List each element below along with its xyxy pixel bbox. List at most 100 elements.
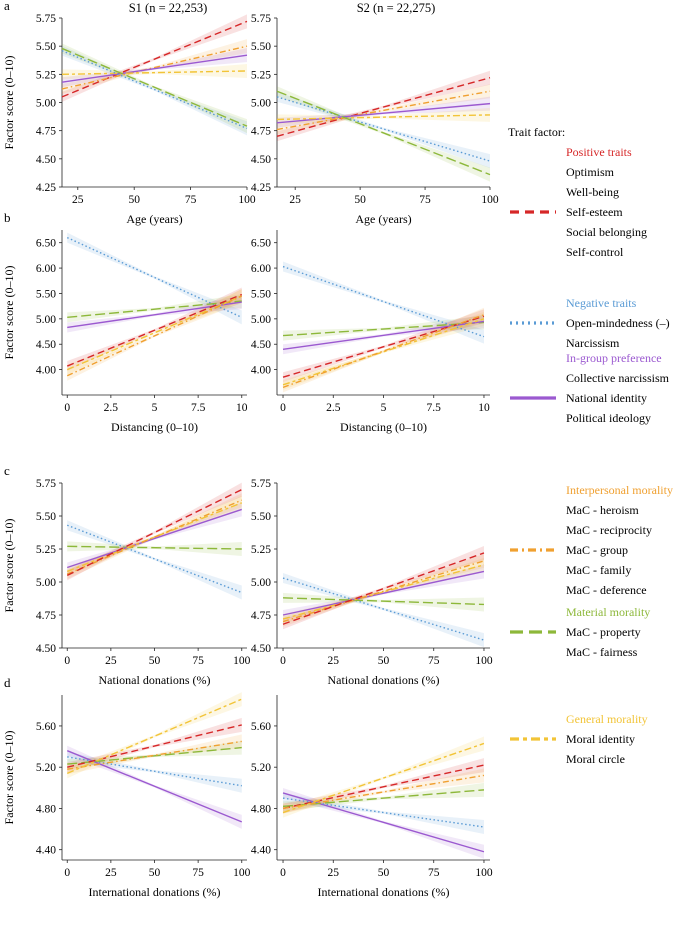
panel-2-s1: b 4.00 4.50 5.00 5.50 6.00 6.50 0 2.5 5 7.5 10 Dista…	[2, 210, 248, 434]
x-tick-label: 50	[378, 655, 390, 667]
series-line-ingroup	[282, 792, 485, 853]
series-line-negative	[282, 797, 485, 828]
confidence-band-interpersonal	[62, 39, 247, 94]
x-tick-label: 75	[185, 194, 197, 206]
confidence-band-material	[283, 782, 484, 812]
y-tick-label: 5.25	[251, 69, 271, 81]
confidence-band-interpersonal	[67, 493, 242, 580]
y-tick-label: 5.75	[36, 13, 56, 25]
y-tick-label: 5.60	[36, 721, 56, 733]
series-line-interpersonal	[282, 314, 485, 389]
series-line-material	[67, 746, 242, 765]
x-tick-label: 25	[105, 655, 117, 667]
series-line-material	[61, 47, 248, 127]
x-axis-label: National donations (%)	[328, 673, 440, 687]
y-tick-label: 4.75	[251, 610, 271, 622]
y-tick-label: 5.20	[251, 762, 271, 774]
legend-item-label: Political ideology	[566, 411, 651, 425]
confidence-band-material	[283, 592, 484, 612]
legend-item-label: MaC - family	[566, 563, 631, 577]
series-line-interpersonal	[282, 560, 485, 623]
legend-item-label: Narcissism	[566, 336, 620, 350]
x-tick-label: 5	[152, 402, 158, 414]
x-axis-label: Age (years)	[126, 212, 182, 226]
y-tick-label: 5.60	[251, 721, 271, 733]
y-tick-label: 6.00	[36, 263, 56, 275]
series-line-interpersonal	[67, 740, 242, 770]
x-tick-label: 0	[280, 402, 286, 414]
x-tick-label: 7.5	[191, 402, 206, 414]
y-tick-label: 4.50	[36, 339, 56, 351]
series-line-general	[276, 114, 491, 121]
legend-item-label: Moral circle	[566, 752, 625, 766]
series-line-ingroup	[66, 750, 243, 823]
y-tick-label: 5.50	[36, 41, 56, 53]
x-tick-label: 100	[238, 194, 256, 206]
series-line-interpersonal	[66, 295, 243, 377]
series-line-positive	[61, 20, 248, 98]
legend-group-interpersonal: Interpersonal morality MaC - heroism MaC -…	[510, 483, 673, 597]
confidence-band-material	[283, 315, 484, 341]
series-line-negative	[282, 577, 485, 641]
column-title-s1: S1 (n = 22,253)	[129, 1, 208, 15]
series-line-general	[61, 70, 248, 76]
x-tick-label: 10	[478, 402, 490, 414]
panel-letter: c	[4, 463, 10, 478]
x-axis-label: International donations (%)	[89, 885, 221, 899]
y-tick-label: 4.00	[251, 365, 271, 377]
confidence-band-general	[283, 736, 484, 818]
confidence-band-ingroup	[67, 745, 242, 829]
legend-item-label: Collective narcissism	[566, 371, 670, 385]
confidence-band-positive	[283, 758, 484, 814]
legend-item-label: Self-control	[566, 245, 624, 259]
x-tick-label: 25	[328, 655, 340, 667]
panel-3-s1: c 4.50 4.75 5.00 5.25 5.50 5.75 0 25 50 75 100 Natio…	[2, 463, 251, 687]
legend-group-ingroup: In-group preference Collective narcissism…	[510, 351, 670, 425]
confidence-band-interpersonal	[67, 289, 242, 381]
x-tick-label: 100	[233, 867, 251, 879]
y-tick-label: 5.25	[36, 544, 56, 556]
legend: Trait factor: Positive traits Optimism Wel…	[508, 125, 673, 766]
x-tick-label: 0	[280, 867, 286, 879]
legend-item-label: MaC - group	[566, 543, 628, 557]
series-line-interpersonal	[276, 90, 491, 131]
y-tick-label: 5.50	[36, 511, 56, 523]
panel-4-s2: 4.40 4.80 5.20 5.60 0 25 50 75 100 International …	[251, 695, 493, 899]
x-tick-label: 5	[381, 402, 387, 414]
x-tick-label: 0	[64, 655, 70, 667]
legend-group-material: Material morality MaC - property MaC - fai…	[510, 605, 650, 659]
series-line-general	[282, 742, 485, 814]
confidence-band-positive	[277, 70, 490, 142]
x-tick-label: 75	[192, 655, 204, 667]
legend-group-negative: Negative traits Open-mindedness (–) Narcis…	[510, 296, 670, 350]
panel-2-s2: 4.00 4.50 5.00 5.50 6.00 6.50 0 2.5 5 7.5 10 Distan…	[251, 230, 490, 434]
legend-title: Trait factor:	[508, 125, 565, 139]
series-line-interpersonal	[61, 45, 248, 90]
legend-group-label: Material morality	[566, 605, 650, 619]
y-tick-label: 6.50	[36, 238, 56, 250]
series-line-positive	[67, 724, 242, 768]
x-tick-label: 0	[64, 402, 70, 414]
y-tick-label: 4.80	[36, 803, 56, 815]
x-tick-label: 100	[475, 867, 493, 879]
series-line-material	[67, 545, 242, 550]
x-axis-label: Distancing (0–10)	[111, 420, 198, 434]
series-line-material	[283, 597, 484, 606]
confidence-band-interpersonal	[283, 307, 484, 393]
confidence-band-interpersonal	[283, 553, 484, 627]
x-tick-label: 2.5	[104, 402, 119, 414]
column-title-s2: S2 (n = 22,275)	[357, 1, 436, 15]
y-tick-label: 5.75	[36, 478, 56, 490]
y-tick-label: 5.00	[36, 577, 56, 589]
series-line-negative	[282, 265, 485, 338]
confidence-band-positive	[283, 545, 484, 630]
y-axis-label: Factor score (0–10)	[2, 56, 16, 150]
panel-3-s2: 4.50 4.75 5.00 5.25 5.50 5.75 0 25 50 75 100 Nation…	[251, 478, 493, 687]
confidence-band-negative	[67, 520, 242, 600]
x-axis-label: National donations (%)	[99, 673, 211, 687]
series-line-negative	[276, 96, 491, 162]
series-line-ingroup	[61, 54, 248, 83]
y-tick-label: 4.50	[251, 154, 271, 166]
series-line-material	[282, 789, 485, 808]
